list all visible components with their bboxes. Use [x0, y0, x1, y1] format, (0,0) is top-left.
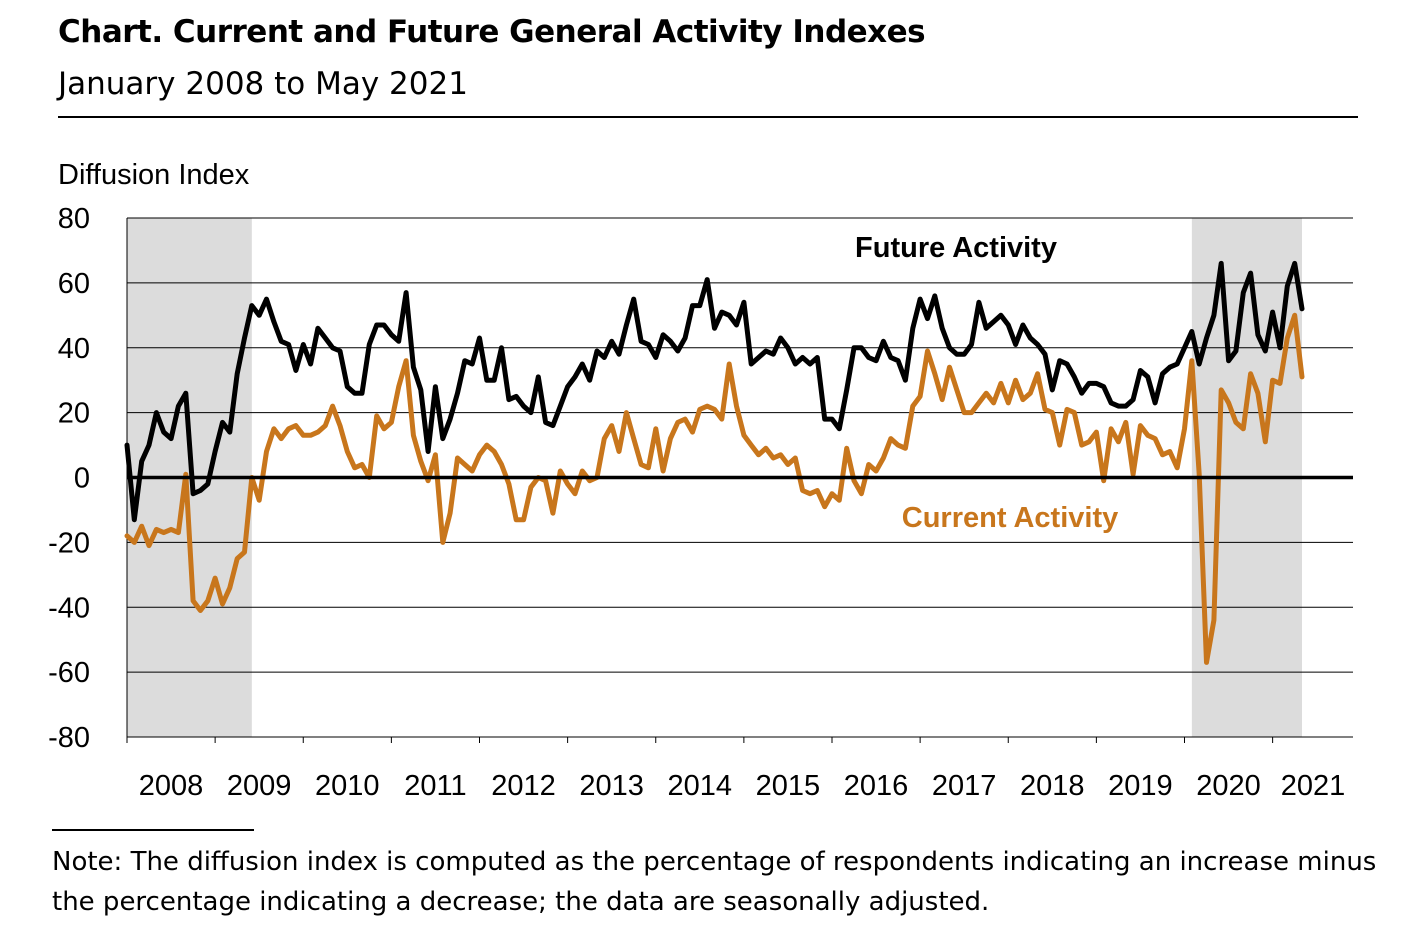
y-tick-label: 80 [58, 203, 90, 235]
x-tick-label: 2017 [932, 770, 997, 802]
x-tick-label: 2021 [1281, 770, 1346, 802]
y-tick-label: 60 [58, 268, 90, 300]
x-tick-label: 2020 [1196, 770, 1261, 802]
x-tick-label: 2010 [315, 770, 380, 802]
x-tick-label: 2015 [756, 770, 821, 802]
chart-title: Chart. Current and Future General Activi… [58, 14, 926, 50]
note-divider [52, 829, 254, 831]
y-tick-label: -80 [48, 722, 90, 754]
series-line-current-activity [124, 312, 1305, 665]
x-tick-label: 2018 [1020, 770, 1085, 802]
x-tick-label: 2019 [1108, 770, 1173, 802]
x-tick-label: 2013 [579, 770, 644, 802]
series-label-current: Current Activity [902, 502, 1118, 534]
y-tick-label: 40 [58, 333, 90, 365]
x-tick-label: 2008 [139, 770, 204, 802]
y-tick-label: -40 [48, 592, 90, 624]
series-label-future: Future Activity [855, 232, 1057, 264]
x-tick-label: 2014 [668, 770, 733, 802]
y-tick-label: 0 [74, 463, 90, 495]
y-tick-label: 20 [58, 398, 90, 430]
x-tick-label: 2016 [844, 770, 909, 802]
y-axis-label: Diffusion Index [58, 159, 250, 191]
x-tick-label: 2011 [404, 770, 466, 802]
chart-note: Note: The diffusion index is computed as… [52, 847, 1377, 917]
chart-subtitle: January 2008 to May 2021 [58, 66, 468, 102]
y-tick-label: -60 [48, 657, 90, 689]
y-tick-label: -20 [48, 527, 90, 559]
title-divider [58, 116, 1358, 118]
series-line-future-activity [124, 260, 1305, 523]
x-tick-label: 2009 [227, 770, 292, 802]
x-tick-label: 2012 [491, 770, 556, 802]
